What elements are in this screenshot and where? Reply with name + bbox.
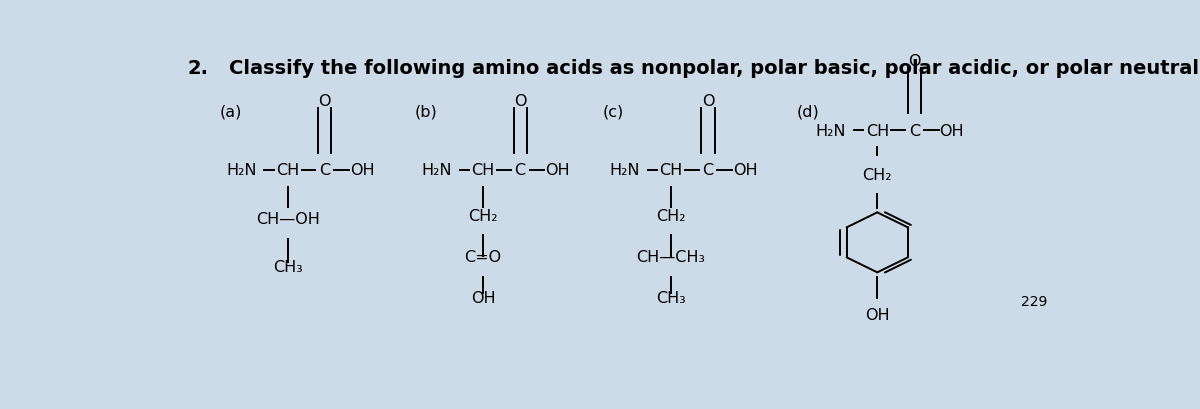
Text: H₂N: H₂N [816, 124, 846, 138]
Text: CH₃: CH₃ [656, 290, 685, 306]
Text: CH: CH [865, 124, 889, 138]
Text: O: O [514, 94, 527, 108]
Text: OH: OH [865, 308, 889, 323]
Text: H₂N: H₂N [610, 163, 640, 178]
Text: H₂N: H₂N [226, 163, 257, 178]
Text: CH₂: CH₂ [656, 209, 685, 223]
Text: C: C [908, 124, 920, 138]
Text: OH: OH [940, 124, 964, 138]
Text: OH: OH [545, 163, 570, 178]
Text: CH: CH [276, 163, 299, 178]
Text: C: C [319, 163, 330, 178]
Text: CH₂: CH₂ [863, 168, 892, 182]
Text: CH—CH₃: CH—CH₃ [636, 249, 706, 264]
Text: CH: CH [659, 163, 683, 178]
Text: OH: OH [349, 163, 374, 178]
Text: Classify the following amino acids as nonpolar, polar basic, polar acidic, or po: Classify the following amino acids as no… [229, 58, 1200, 77]
Text: (c): (c) [602, 105, 624, 119]
Text: O: O [318, 94, 331, 108]
Text: CH—OH: CH—OH [256, 212, 319, 227]
Text: O: O [908, 54, 920, 69]
Text: C: C [702, 163, 714, 178]
Text: OH: OH [470, 290, 496, 306]
Text: CH₂: CH₂ [468, 209, 498, 223]
Text: OH: OH [733, 163, 757, 178]
Text: (d): (d) [797, 105, 820, 119]
Text: O: O [702, 94, 714, 108]
Text: H₂N: H₂N [421, 163, 451, 178]
Text: (b): (b) [415, 105, 438, 119]
Text: (a): (a) [220, 105, 242, 119]
Text: CH: CH [472, 163, 494, 178]
Text: 229: 229 [1021, 294, 1048, 308]
Text: CH₃: CH₃ [272, 259, 302, 274]
Text: C: C [515, 163, 526, 178]
Text: C=O: C=O [464, 249, 502, 264]
Text: 2.: 2. [187, 58, 209, 77]
